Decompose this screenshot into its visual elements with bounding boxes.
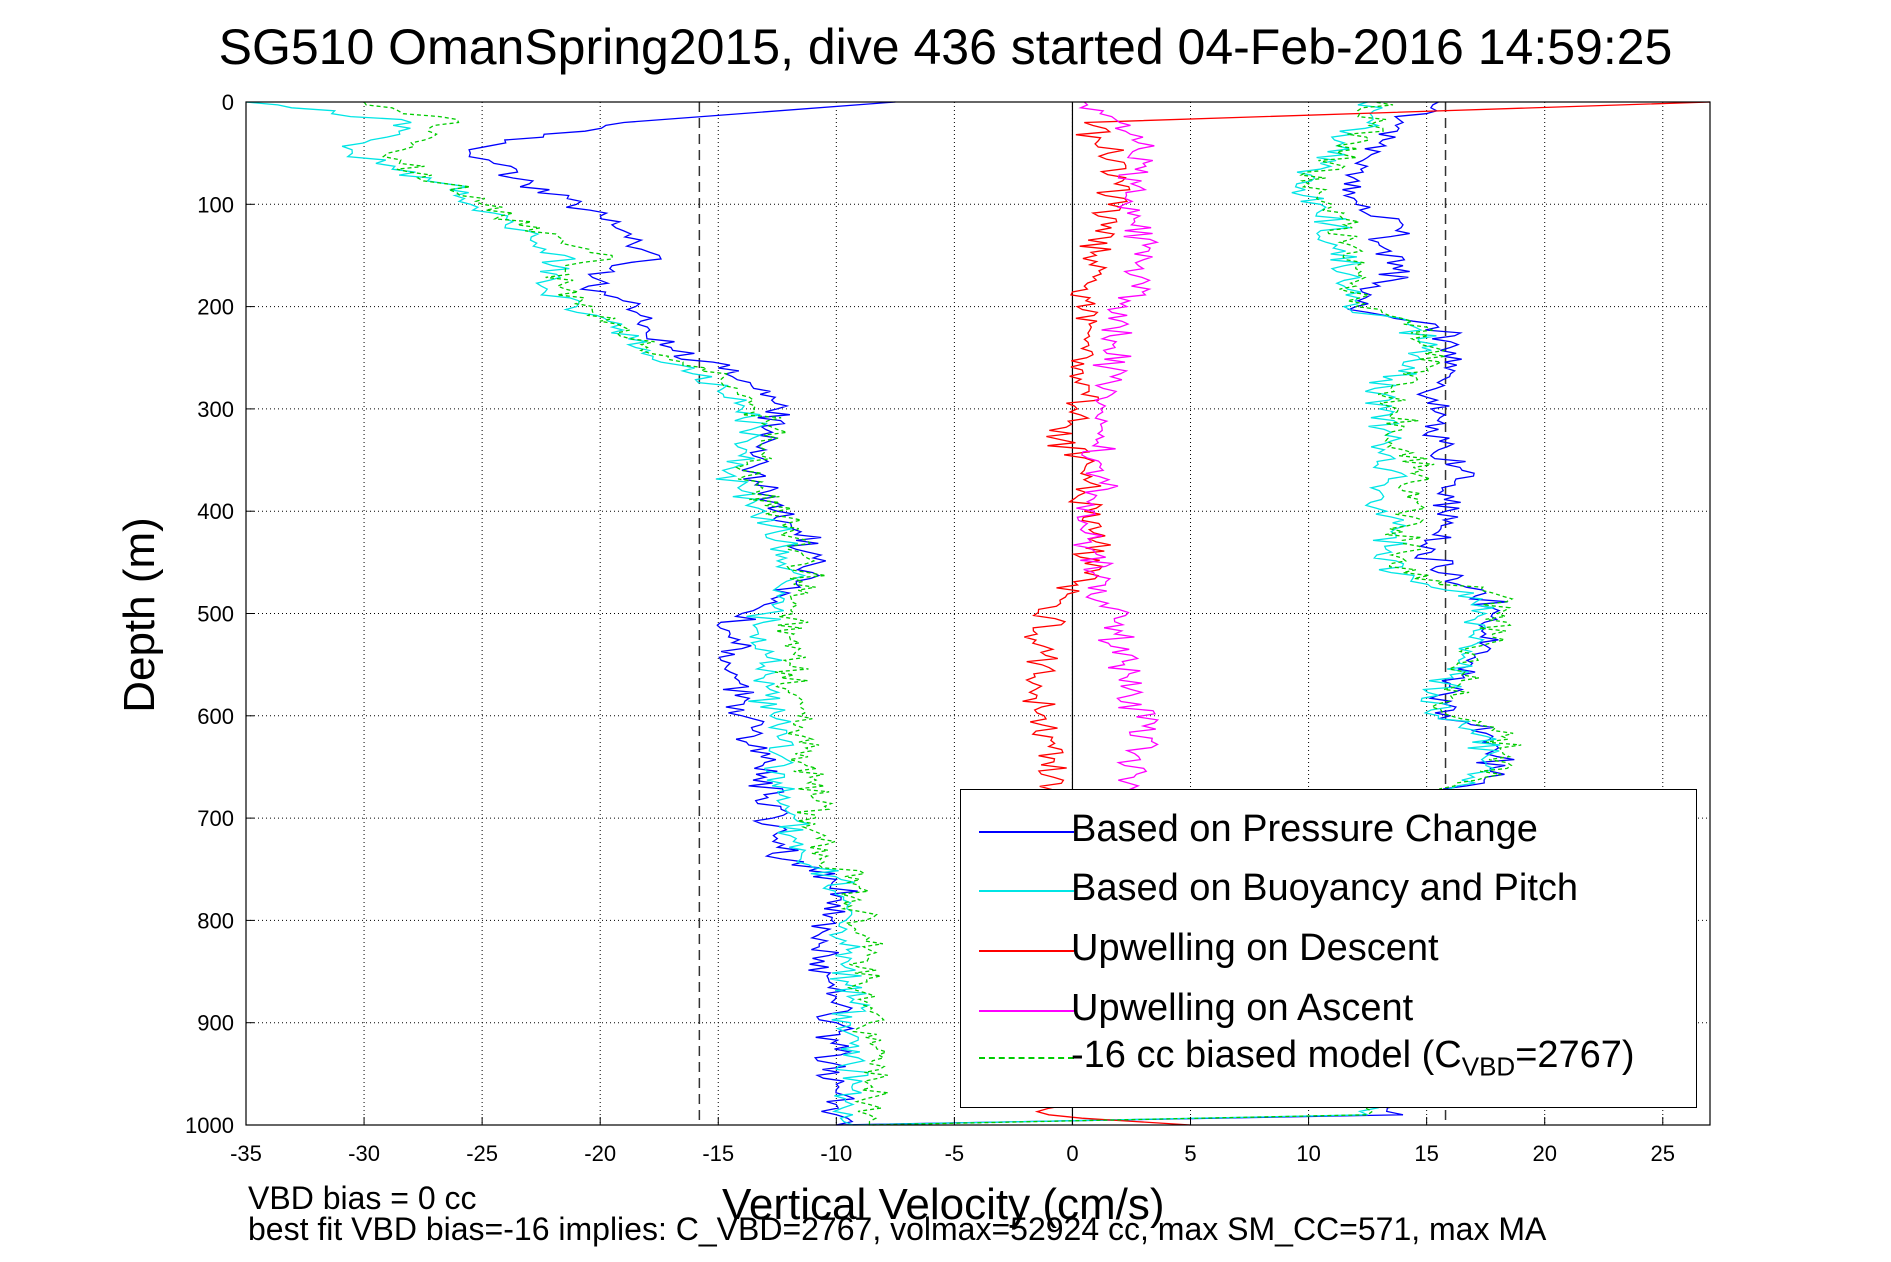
footnote-vbd-bias: VBD bias = 0 cc xyxy=(248,1180,477,1216)
y-tick-label: 0 xyxy=(222,90,234,115)
legend-swatch-buoyancy-pitch xyxy=(979,890,1074,892)
x-tick-label: -35 xyxy=(230,1141,262,1166)
legend-label-buoyancy-pitch: Based on Buoyancy and Pitch xyxy=(1071,867,1579,909)
x-tick-label: -20 xyxy=(584,1141,616,1166)
x-tick-label: 0 xyxy=(1066,1141,1078,1166)
x-tick-label: 5 xyxy=(1184,1141,1196,1166)
footnote-best-fit: best fit VBD bias=-16 implies: C_VBD=276… xyxy=(248,1211,1547,1247)
chart-title: SG510 OmanSpring2015, dive 436 started 0… xyxy=(218,19,1673,75)
legend: Based on Pressure Change Based on Buoyan… xyxy=(960,789,1697,1108)
y-tick-label: 1000 xyxy=(185,1113,234,1138)
y-tick-label: 400 xyxy=(197,499,234,524)
y-tick-label: 600 xyxy=(197,704,234,729)
legend-label-upwelling-descent: Upwelling on Descent xyxy=(1071,927,1439,969)
tick-layer: -35 -30 -25 -20 -15 -10 -5 0 5 10 15 20 25 0 100 200 300… xyxy=(185,90,1675,1166)
legend-item-buoyancy-pitch: Based on Buoyancy and Pitch xyxy=(961,863,1698,919)
y-tick-label: 200 xyxy=(197,295,234,320)
legend-item-biased-model: -16 cc biased model (CVBD=2767) xyxy=(961,1030,1698,1086)
y-tick-label: 700 xyxy=(197,806,234,831)
x-tick-label: -15 xyxy=(702,1141,734,1166)
x-tick-label: 10 xyxy=(1296,1141,1320,1166)
legend-label-pressure-change: Based on Pressure Change xyxy=(1071,808,1538,850)
y-tick-label: 300 xyxy=(197,397,234,422)
x-tick-label: -5 xyxy=(945,1141,965,1166)
legend-label-upwelling-ascent: Upwelling on Ascent xyxy=(1071,987,1414,1029)
x-tick-label: -25 xyxy=(466,1141,498,1166)
y-tick-label: 900 xyxy=(197,1011,234,1036)
legend-item-upwelling-descent: Upwelling on Descent xyxy=(961,923,1698,979)
y-tick-label: 100 xyxy=(197,192,234,217)
legend-swatch-pressure-change xyxy=(979,831,1074,833)
legend-swatch-biased-model xyxy=(979,1057,1074,1059)
x-axis-label: Vertical Velocity (cm/s) xyxy=(722,1180,1165,1229)
x-tick-label: -30 xyxy=(348,1141,380,1166)
y-axis-label: Depth (m) xyxy=(115,517,164,713)
series-line-based-on-pressure-change xyxy=(468,101,1515,1126)
legend-swatch-upwelling-descent xyxy=(979,950,1074,952)
x-tick-label: -10 xyxy=(820,1141,852,1166)
legend-item-pressure-change: Based on Pressure Change xyxy=(961,804,1698,860)
y-tick-label: 800 xyxy=(197,908,234,933)
legend-swatch-upwelling-ascent xyxy=(979,1010,1074,1012)
x-tick-label: 25 xyxy=(1651,1141,1675,1166)
y-tick-label: 500 xyxy=(197,602,234,627)
legend-label-biased-model: -16 cc biased model (CVBD=2767) xyxy=(1071,1034,1635,1082)
x-tick-label: 20 xyxy=(1532,1141,1556,1166)
series-line-upwelling-on-ascent xyxy=(1073,101,1160,799)
x-tick-label: 15 xyxy=(1414,1141,1438,1166)
legend-item-upwelling-ascent: Upwelling on Ascent xyxy=(961,983,1698,1039)
